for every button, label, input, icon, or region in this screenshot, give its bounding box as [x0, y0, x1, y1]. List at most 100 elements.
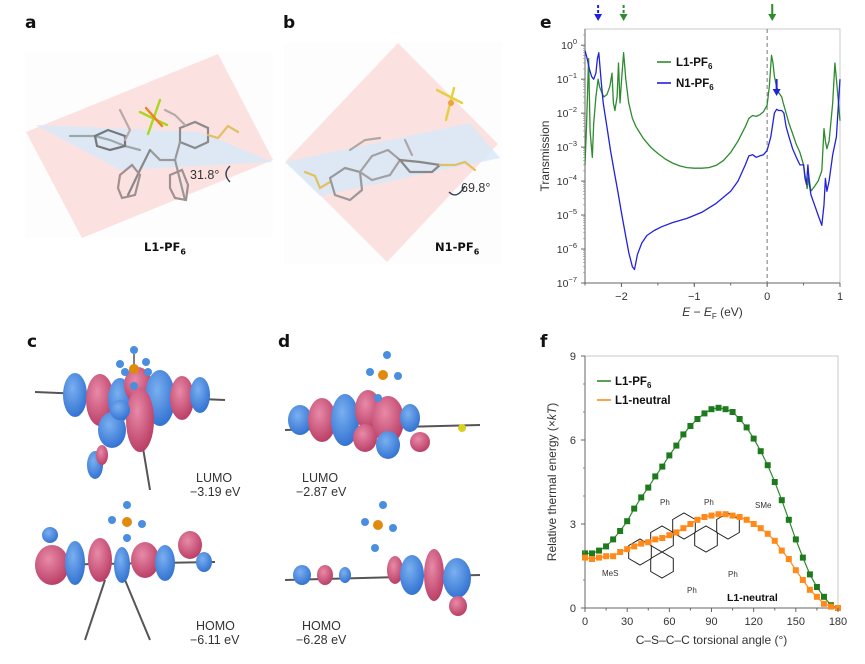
y-tick-label: 10−1: [557, 71, 577, 86]
peak-arrow-head-3: [772, 89, 781, 96]
data-point-L1-neutral: [736, 514, 743, 520]
data-point-L1-neutral: [652, 536, 659, 543]
chart-e-ylabel: Transmission: [538, 121, 552, 192]
data-point-L1-neutral: [820, 600, 827, 607]
data-point-L1-neutral: [785, 556, 792, 562]
panel-label-e: e: [540, 13, 552, 33]
compound-name-a: L1-PF: [144, 240, 181, 254]
data-point-L1-PF6: [596, 547, 603, 554]
data-point-L1-neutral: [596, 554, 603, 561]
data-point-L1-PF6: [645, 484, 652, 491]
data-point-L1-PF6: [722, 406, 729, 413]
panel-label-a: a: [25, 13, 37, 33]
data-point-L1-neutral: [701, 514, 708, 520]
panel-a-structure: [25, 52, 273, 238]
chart-f-frame: [584, 355, 839, 609]
data-point-L1-neutral: [659, 535, 666, 541]
data-point-L1-PF6: [582, 550, 588, 557]
inset-substituent: Ph: [728, 570, 738, 579]
x-tick-label: 120: [744, 616, 762, 628]
data-point-L1-PF6: [659, 463, 666, 470]
data-point-L1-neutral: [708, 512, 715, 519]
data-point-L1-neutral: [722, 511, 729, 518]
y-tick-label: 10−7: [557, 275, 577, 290]
crystal-structures-figure: [25, 42, 502, 264]
legend-label-1: N1-PF6: [676, 78, 714, 92]
data-point-L1-PF6: [764, 462, 771, 469]
chart-e-legend: L1-PF6 N1-PF6: [657, 57, 714, 92]
chart-f-ticks: 0 30 60 90 120 150 180 0 3 6 9: [570, 351, 847, 628]
x-tick-label: 180: [829, 616, 847, 628]
data-point-L1-PF6: [638, 494, 645, 501]
y-tick-label: 100: [561, 37, 577, 52]
rotation-arrow-b: [448, 185, 466, 196]
y-tick-label: 10−2: [557, 105, 577, 120]
data-point-L1-neutral: [680, 525, 687, 532]
inset-ring: [694, 525, 718, 553]
legend-label-0: L1-PF6: [615, 376, 652, 390]
x-tick-label: 60: [663, 616, 675, 628]
data-point-L1-neutral: [764, 530, 771, 537]
data-point-L1-neutral: [666, 532, 673, 539]
data-point-L1-PF6: [813, 584, 820, 590]
chart-e-series: [584, 50, 841, 271]
chart-f-inset-molecule: Ph Ph Ph Ph SMe MeS L1-neutral: [602, 498, 778, 604]
series-line-N1-PF6: [584, 50, 841, 271]
compound-name-b: N1-PF: [435, 240, 474, 254]
transmission-chart: −2 −1 0 1 10−7 10−6 10−5 10−4 10−3 10−2 10−1 100 L1…: [538, 4, 843, 321]
panel-label-c: c: [27, 332, 38, 352]
data-point-L1-PF6: [792, 536, 799, 543]
data-point-L1-PF6: [820, 593, 827, 600]
homo-label-c: HOMO: [196, 619, 235, 633]
chart-e-arrows: [594, 4, 781, 96]
inset-compound-label: L1-neutral: [727, 592, 778, 604]
legend-label-0: L1-PF6: [676, 57, 713, 71]
chart-f-axes: [584, 355, 839, 609]
legend-label-1: L1-neutral: [615, 395, 671, 407]
data-point-L1-neutral: [813, 593, 820, 600]
panel-label-b: b: [283, 13, 296, 33]
panel-c-lumo: [34, 346, 226, 491]
compound-label-a: L1-PF6: [144, 240, 186, 256]
orbital-figure: [34, 346, 481, 641]
data-point-L1-PF6: [708, 406, 715, 413]
data-point-L1-neutral: [610, 553, 617, 560]
lumo-label-c: LUMO: [196, 471, 233, 485]
panel-c-homo: [35, 501, 216, 641]
data-point-L1-neutral: [687, 521, 694, 527]
data-point-L1-PF6: [757, 448, 764, 455]
pf6-anion-b: [435, 86, 464, 122]
data-point-L1-PF6: [694, 416, 701, 422]
data-point-L1-PF6: [785, 516, 792, 523]
lumo-energy-d: −2.87 eV: [296, 485, 347, 499]
homo-energy-c: −6.11 eV: [190, 633, 240, 647]
y-tick-label: 10−3: [557, 139, 577, 154]
chart-f-ylabel: Relative thermal energy (×kT): [545, 403, 559, 561]
data-point-L1-PF6: [687, 423, 694, 429]
y-tick-label: 3: [570, 519, 576, 531]
data-point-L1-neutral: [806, 586, 813, 593]
x-tick-label: 90: [705, 616, 717, 628]
inset-substituent: Ph: [687, 586, 697, 595]
lumo-energy-c: −3.19 eV: [190, 485, 241, 499]
compound-sub-a: 6: [180, 247, 186, 257]
x-tick-label: −2: [615, 291, 628, 303]
inset-substituent: SMe: [755, 501, 772, 510]
data-point-L1-neutral: [694, 516, 701, 523]
peak-arrow-head-2: [768, 14, 777, 21]
data-point-L1-PF6: [680, 431, 687, 438]
data-point-L1-neutral: [750, 521, 757, 527]
inset-ring: [650, 551, 674, 579]
data-point-L1-PF6: [806, 571, 813, 578]
panel-label-d: d: [278, 332, 291, 352]
chart-f-legend: L1-PF6 L1-neutral: [597, 376, 671, 407]
panel-d-homo: [284, 501, 481, 616]
x-tick-label: 30: [621, 616, 633, 628]
x-tick-label: 1: [837, 291, 843, 303]
compound-sub-b: 6: [473, 247, 480, 257]
data-point-L1-PF6: [617, 528, 624, 534]
data-point-L1-neutral: [771, 537, 778, 544]
data-point-L1-neutral: [631, 543, 638, 550]
y-tick-label: 10−4: [557, 173, 577, 188]
